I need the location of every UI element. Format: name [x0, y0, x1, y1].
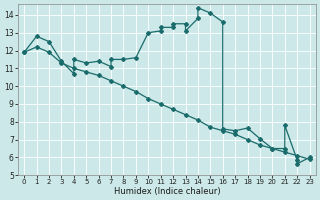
X-axis label: Humidex (Indice chaleur): Humidex (Indice chaleur) [114, 187, 220, 196]
